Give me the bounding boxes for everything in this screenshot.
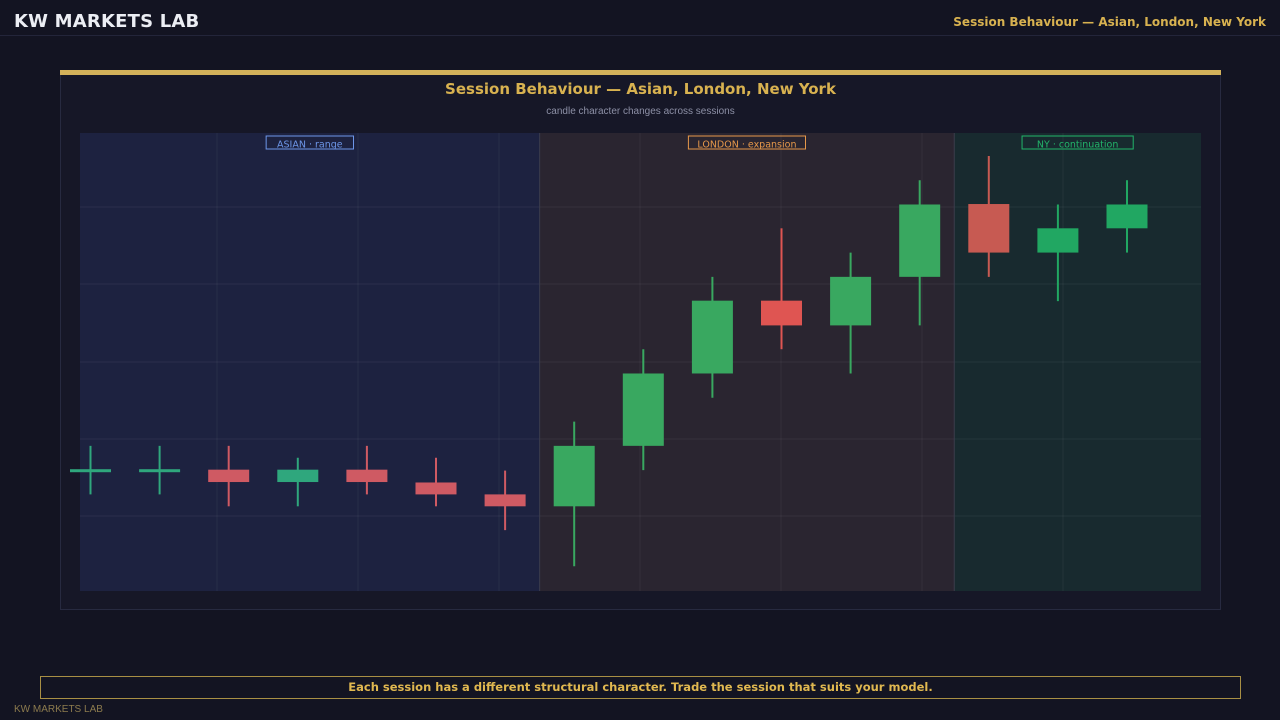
candle-body	[346, 469, 388, 483]
candle-body	[968, 204, 1010, 253]
candle-body	[415, 482, 457, 495]
session-label-box	[1021, 135, 1134, 150]
session-label: NY · continuation	[1037, 140, 1118, 151]
candle-body	[761, 300, 802, 326]
candle-body	[277, 469, 319, 483]
top-bar: KW MARKETS LAB Session Behaviour — Asian…	[0, 0, 1280, 36]
candle-body	[899, 204, 941, 277]
session-label-box	[265, 135, 354, 150]
session-label: LONDON · expansion	[697, 140, 796, 151]
candle-body	[70, 469, 111, 473]
session-label: ASIAN · range	[277, 140, 343, 151]
candle-body	[691, 300, 733, 374]
header-title: Session Behaviour — Asian, London, New Y…	[953, 15, 1266, 29]
candle-body	[622, 373, 664, 446]
candle-body	[553, 445, 595, 507]
chart-title: Session Behaviour — Asian, London, New Y…	[445, 80, 836, 98]
chart-subtitle: candle character changes across sessions	[546, 106, 735, 117]
footer-note: Each session has a different structural …	[40, 676, 1241, 699]
session-label-box	[687, 135, 807, 150]
candle-body	[1106, 204, 1148, 229]
candle-body	[139, 469, 181, 473]
session-band	[80, 133, 540, 591]
candle-body	[1037, 228, 1079, 253]
candle-body	[484, 494, 526, 507]
candle-body	[208, 469, 250, 483]
candle-body	[830, 276, 872, 326]
footer-brand: KW MARKETS LAB	[14, 704, 103, 715]
brand-logo-text: KW MARKETS LAB	[14, 11, 200, 32]
panel-accent-bar	[60, 70, 1221, 75]
session-band	[539, 133, 955, 591]
